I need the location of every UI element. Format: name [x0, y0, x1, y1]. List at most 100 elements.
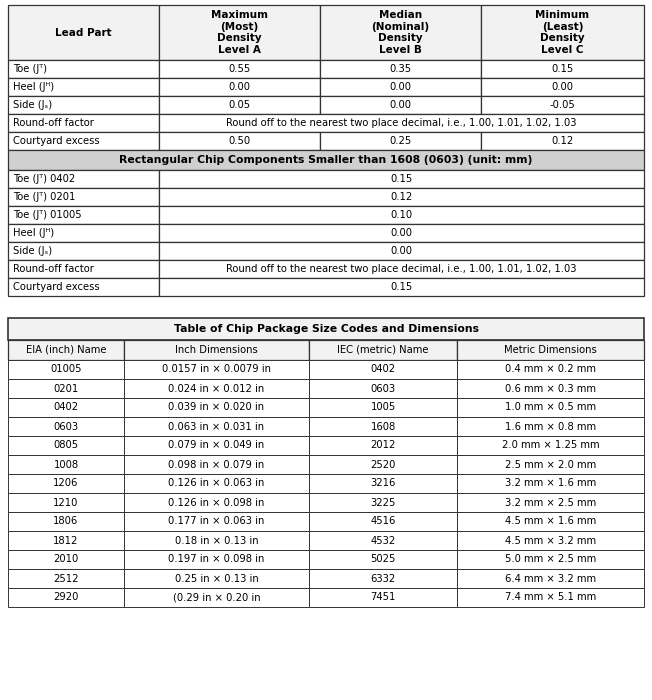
- Bar: [309, 493, 457, 512]
- Text: Lead Part: Lead Part: [55, 27, 111, 38]
- Text: Round-off factor: Round-off factor: [13, 118, 94, 128]
- Text: Side (Jₛ): Side (Jₛ): [13, 100, 52, 110]
- Text: 01005: 01005: [50, 365, 82, 374]
- Bar: [124, 588, 309, 607]
- Text: 0.024 in × 0.012 in: 0.024 in × 0.012 in: [168, 384, 265, 393]
- Bar: [8, 474, 124, 493]
- Bar: [309, 474, 457, 493]
- Text: 6.4 mm × 3.2 mm: 6.4 mm × 3.2 mm: [505, 573, 596, 584]
- Bar: [457, 379, 644, 398]
- Bar: [8, 340, 124, 360]
- Text: Side (Jₛ): Side (Jₛ): [13, 246, 52, 256]
- Bar: [124, 340, 309, 360]
- Text: 0.00: 0.00: [552, 82, 574, 92]
- Text: 3.2 mm × 2.5 mm: 3.2 mm × 2.5 mm: [505, 498, 596, 508]
- Bar: [8, 260, 159, 278]
- Bar: [481, 78, 644, 96]
- Bar: [457, 398, 644, 417]
- Text: 0.15: 0.15: [391, 174, 413, 184]
- Bar: [8, 242, 159, 260]
- Bar: [309, 398, 457, 417]
- Bar: [8, 132, 159, 150]
- Bar: [481, 96, 644, 114]
- Bar: [159, 242, 644, 260]
- Text: Courtyard excess: Courtyard excess: [13, 136, 100, 146]
- Text: 2512: 2512: [53, 573, 79, 584]
- Bar: [309, 436, 457, 455]
- Bar: [124, 550, 309, 569]
- Bar: [8, 550, 124, 569]
- Bar: [159, 260, 644, 278]
- Bar: [159, 132, 320, 150]
- Bar: [8, 379, 124, 398]
- Text: Heel (Jᴴ): Heel (Jᴴ): [13, 82, 54, 92]
- Text: 0402: 0402: [53, 402, 78, 412]
- Text: 0.10: 0.10: [391, 210, 413, 220]
- Text: 7.4 mm × 5.1 mm: 7.4 mm × 5.1 mm: [505, 592, 596, 603]
- Bar: [309, 569, 457, 588]
- Bar: [457, 417, 644, 436]
- Text: 0.00: 0.00: [389, 82, 411, 92]
- Bar: [481, 5, 644, 60]
- Text: 5025: 5025: [370, 554, 396, 564]
- Bar: [457, 550, 644, 569]
- Text: 7451: 7451: [370, 592, 396, 603]
- Bar: [309, 379, 457, 398]
- Text: 0.00: 0.00: [228, 82, 250, 92]
- Text: 0.126 in × 0.063 in: 0.126 in × 0.063 in: [168, 479, 265, 489]
- Text: 3216: 3216: [370, 479, 396, 489]
- Text: Metric Dimensions: Metric Dimensions: [504, 345, 597, 355]
- Text: Toe (Jᵀ) 0201: Toe (Jᵀ) 0201: [13, 192, 76, 202]
- Text: 3225: 3225: [370, 498, 396, 508]
- Text: 0.079 in × 0.049 in: 0.079 in × 0.049 in: [168, 440, 265, 451]
- Text: 0.039 in × 0.020 in: 0.039 in × 0.020 in: [168, 402, 265, 412]
- Text: -0.05: -0.05: [550, 100, 575, 110]
- Bar: [159, 278, 644, 296]
- Text: 1.0 mm × 0.5 mm: 1.0 mm × 0.5 mm: [505, 402, 596, 412]
- Text: Toe (Jᵀ) 01005: Toe (Jᵀ) 01005: [13, 210, 82, 220]
- Bar: [457, 493, 644, 512]
- Text: 0.00: 0.00: [391, 228, 413, 238]
- Text: Rectangular Chip Components Smaller than 1608 (0603) (unit: mm): Rectangular Chip Components Smaller than…: [119, 155, 533, 165]
- Text: 0805: 0805: [53, 440, 78, 451]
- Bar: [481, 132, 644, 150]
- Text: 0.15: 0.15: [552, 64, 574, 74]
- Text: 0.12: 0.12: [552, 136, 574, 146]
- Text: 0.4 mm × 0.2 mm: 0.4 mm × 0.2 mm: [505, 365, 596, 374]
- Text: 4.5 mm × 1.6 mm: 4.5 mm × 1.6 mm: [505, 517, 596, 526]
- Bar: [159, 96, 320, 114]
- Bar: [8, 493, 124, 512]
- Bar: [124, 417, 309, 436]
- Text: Toe (Jᵀ) 0402: Toe (Jᵀ) 0402: [13, 174, 75, 184]
- Text: IEC (metric) Name: IEC (metric) Name: [337, 345, 429, 355]
- Bar: [159, 5, 320, 60]
- Bar: [8, 531, 124, 550]
- Bar: [159, 224, 644, 242]
- Bar: [159, 188, 644, 206]
- Bar: [481, 60, 644, 78]
- Text: 0603: 0603: [53, 421, 78, 431]
- Bar: [320, 60, 481, 78]
- Text: 0.05: 0.05: [228, 100, 250, 110]
- Text: 2.5 mm × 2.0 mm: 2.5 mm × 2.0 mm: [505, 459, 596, 470]
- Text: 1206: 1206: [53, 479, 79, 489]
- Bar: [159, 206, 644, 224]
- Text: Toe (Jᵀ): Toe (Jᵀ): [13, 64, 47, 74]
- Bar: [309, 360, 457, 379]
- Bar: [457, 512, 644, 531]
- Text: 0402: 0402: [370, 365, 396, 374]
- Bar: [457, 455, 644, 474]
- Text: 0603: 0603: [370, 384, 396, 393]
- Text: 0201: 0201: [53, 384, 79, 393]
- Text: 0.00: 0.00: [389, 100, 411, 110]
- Text: 0.00: 0.00: [391, 246, 413, 256]
- Text: Minimum
(Least)
Density
Level C: Minimum (Least) Density Level C: [535, 10, 589, 55]
- Text: 1210: 1210: [53, 498, 79, 508]
- Text: 6332: 6332: [370, 573, 396, 584]
- Text: 0.6 mm × 0.3 mm: 0.6 mm × 0.3 mm: [505, 384, 596, 393]
- Bar: [8, 417, 124, 436]
- Text: Median
(Nominal)
Density
Level B: Median (Nominal) Density Level B: [372, 10, 430, 55]
- Text: Maximum
(Most)
Density
Level A: Maximum (Most) Density Level A: [211, 10, 268, 55]
- Bar: [124, 569, 309, 588]
- Bar: [124, 512, 309, 531]
